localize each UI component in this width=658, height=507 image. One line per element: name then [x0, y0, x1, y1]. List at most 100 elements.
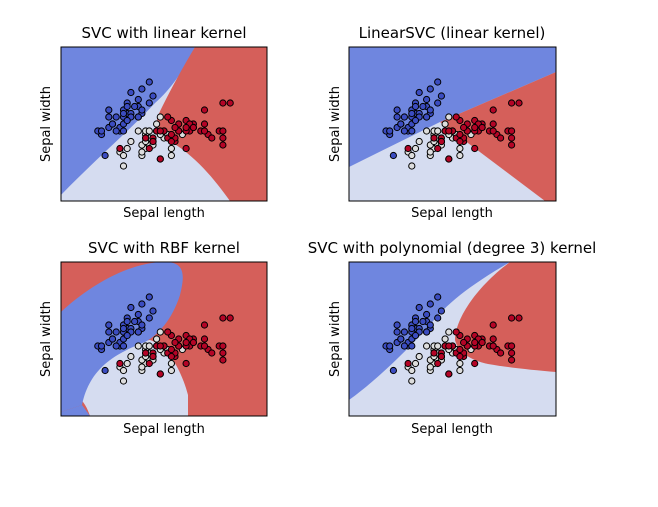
point-class-1: [123, 144, 131, 153]
region-class-0: [349, 47, 556, 167]
point-class-1: [434, 342, 442, 350]
point-class-2: [456, 352, 464, 361]
point-class-0: [408, 127, 416, 135]
point-class-1: [145, 127, 153, 135]
point-class-2: [182, 144, 190, 153]
point-class-0: [400, 113, 408, 121]
point-class-2: [200, 321, 209, 329]
point-class-2: [167, 345, 175, 354]
point-class-0: [138, 300, 146, 308]
point-class-2: [508, 99, 516, 107]
point-class-1: [445, 328, 453, 336]
point-class-2: [219, 349, 227, 357]
point-class-2: [156, 342, 164, 350]
x-axis-label: Sepal length: [411, 422, 493, 437]
y-axis-label: Sepal width: [328, 301, 343, 377]
point-class-1: [123, 359, 131, 368]
point-class-2: [200, 120, 209, 128]
point-class-2: [515, 314, 523, 322]
subplot-title: SVC with polynomial (degree 3) kernel: [308, 239, 597, 257]
point-class-2: [508, 356, 516, 364]
x-axis-label: Sepal length: [123, 422, 205, 437]
point-class-0: [423, 328, 431, 336]
point-class-0: [101, 366, 109, 375]
point-class-0: [386, 127, 394, 135]
point-class-0: [434, 78, 442, 86]
point-class-0: [408, 324, 416, 333]
point-class-1: [134, 342, 142, 350]
point-class-1: [456, 366, 464, 375]
point-class-0: [101, 151, 109, 160]
point-class-2: [182, 359, 190, 368]
point-class-0: [393, 328, 401, 336]
point-class-2: [219, 314, 227, 322]
point-class-1: [167, 359, 175, 368]
data-points: [94, 78, 234, 170]
point-class-1: [156, 113, 164, 121]
point-class-1: [408, 366, 416, 375]
point-class-0: [138, 85, 146, 93]
point-class-0: [123, 317, 131, 326]
point-class-2: [226, 99, 234, 107]
point-class-0: [112, 342, 120, 350]
point-class-0: [123, 102, 131, 111]
point-class-2: [226, 314, 234, 322]
point-class-2: [219, 99, 227, 107]
point-class-0: [127, 88, 135, 97]
point-class-0: [149, 307, 157, 315]
subplot-polynomial-kernel: SVC with polynomial (degree 3) kernel Se…: [308, 239, 597, 437]
point-class-1: [134, 127, 142, 135]
point-class-0: [112, 328, 120, 336]
axes-frame: [348, 261, 557, 417]
region-class-0: [349, 262, 510, 400]
point-class-0: [389, 366, 397, 375]
point-class-1: [153, 120, 161, 128]
decision-regions: [349, 262, 556, 416]
axes-frame: [60, 261, 268, 417]
data-points: [382, 78, 523, 170]
point-class-2: [460, 123, 468, 132]
point-class-0: [134, 95, 142, 104]
point-class-1: [415, 352, 423, 361]
point-class-0: [134, 310, 142, 319]
region-class-2: [157, 47, 267, 201]
point-class-2: [116, 359, 124, 368]
point-class-2: [404, 144, 412, 153]
point-class-0: [145, 78, 153, 86]
subplot-linear-kernel: SVC with linear kernel Sepal length Sepa…: [39, 24, 268, 221]
point-class-0: [119, 342, 128, 350]
point-class-2: [437, 137, 445, 146]
point-class-0: [437, 307, 445, 315]
point-class-2: [219, 141, 227, 149]
decision-regions: [61, 262, 267, 416]
point-class-0: [108, 120, 117, 128]
point-class-0: [426, 106, 434, 114]
point-class-2: [515, 99, 523, 107]
point-class-2: [149, 137, 157, 146]
axes-frame: [60, 46, 268, 202]
point-class-0: [426, 300, 434, 308]
point-class-1: [156, 328, 164, 336]
point-class-2: [156, 127, 164, 135]
point-class-2: [445, 370, 453, 378]
point-class-2: [156, 370, 164, 378]
point-class-2: [471, 338, 479, 347]
point-class-2: [508, 134, 516, 142]
point-class-0: [134, 113, 142, 121]
point-class-2: [171, 338, 179, 347]
data-points: [382, 293, 523, 385]
point-class-1: [426, 148, 434, 156]
point-class-2: [167, 352, 175, 361]
point-class-0: [97, 127, 106, 135]
point-class-0: [112, 127, 120, 135]
y-axis-label: Sepal width: [328, 86, 343, 162]
point-class-1: [153, 335, 161, 343]
point-class-0: [437, 92, 445, 100]
point-class-1: [415, 137, 423, 146]
decision-regions: [349, 47, 556, 201]
x-axis-label: Sepal length: [411, 206, 493, 221]
point-class-2: [478, 123, 486, 132]
point-class-2: [489, 342, 497, 350]
point-class-2: [219, 134, 227, 142]
point-class-0: [434, 99, 442, 107]
